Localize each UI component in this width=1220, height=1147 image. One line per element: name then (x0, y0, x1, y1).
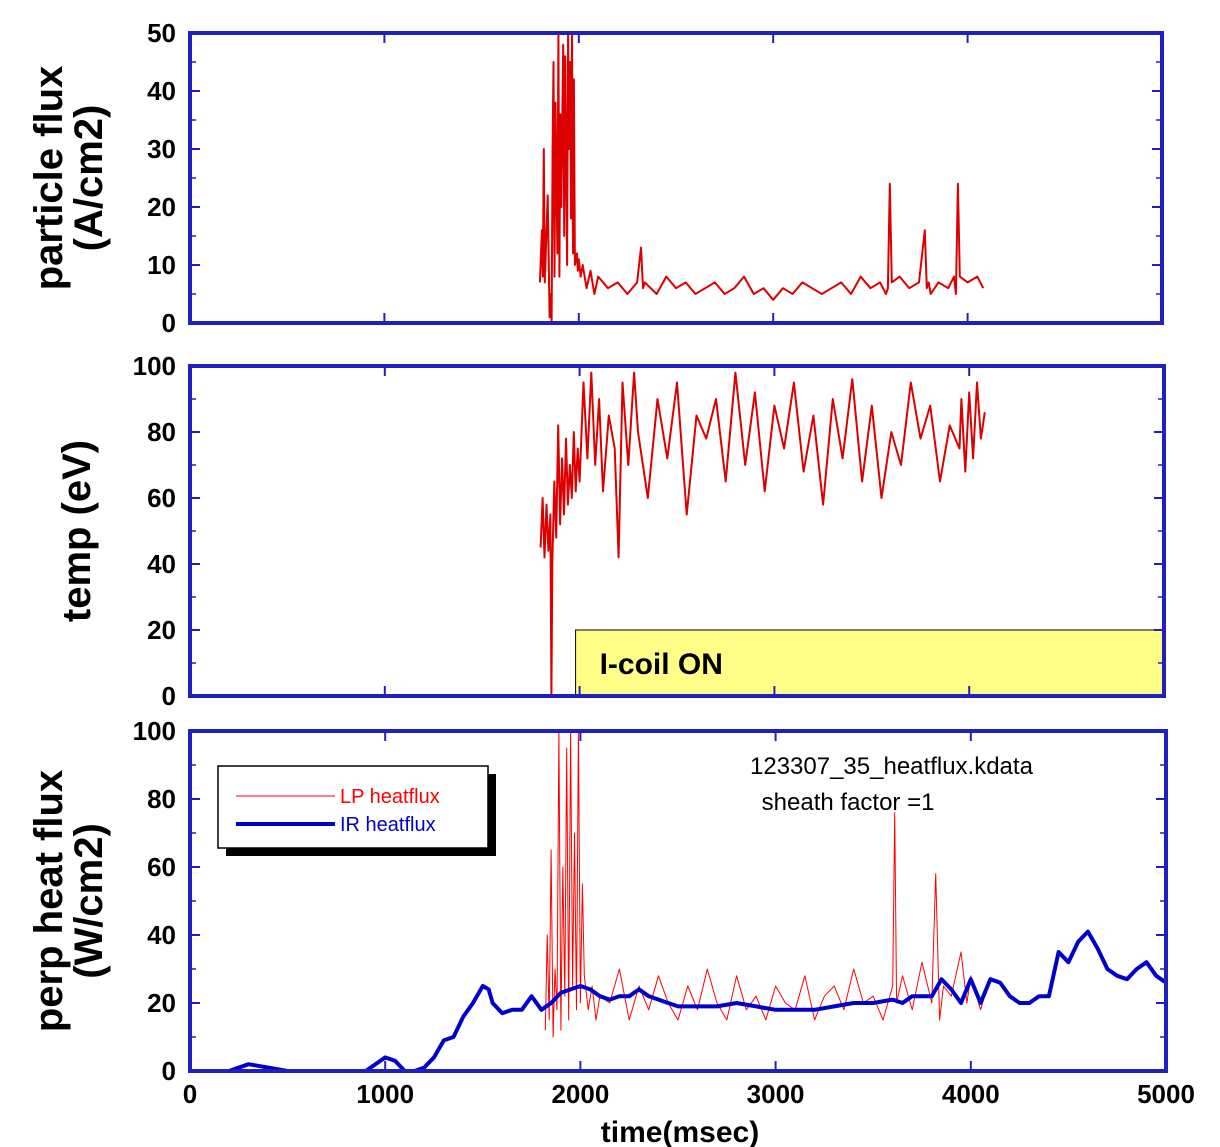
y-tick-label: 20 (147, 615, 176, 645)
particle-flux-y-axis-label: particle flux(A/cm2) (27, 66, 111, 291)
series-line-0-0 (538, 32, 985, 324)
legend: LP heatflux IR heatflux (217, 765, 496, 856)
series-line-1-0 (539, 371, 986, 697)
y-axis-label-line: (A/cm2) (67, 105, 111, 252)
y-tick-label: 40 (147, 549, 176, 579)
series-line-2-0 (544, 730, 987, 1038)
panel-temp: I-coil ON 0 20 40 60 80 100 temp (eV) (55, 351, 1166, 711)
particle-flux-series-layer (538, 32, 985, 324)
y-tick-label: 80 (147, 417, 176, 447)
annotation-filename: 123307_35_heatflux.kdata (750, 753, 1034, 780)
x-tick-label: 1000 (356, 1079, 414, 1109)
legend-box (217, 765, 489, 849)
y-tick-label: 20 (147, 988, 176, 1018)
series-line-2-1 (209, 929, 1168, 1073)
y-tick-label: 60 (147, 852, 176, 882)
x-tick-label: 3000 (747, 1079, 805, 1109)
x-tick-label: 0 (183, 1079, 197, 1109)
temp-y-axis-label: temp (eV) (55, 440, 99, 622)
x-tick-label: 5000 (1137, 1079, 1195, 1109)
y-tick-label: 0 (162, 308, 176, 338)
y-tick-label: 10 (147, 250, 176, 280)
legend-label-lp-heatflux: LP heatflux (340, 786, 440, 808)
y-tick-label: 100 (133, 351, 176, 381)
heat-flux-y-axis-label: perp heat flux(W/cm2) (27, 770, 111, 1032)
y-tick-label: 20 (147, 192, 176, 222)
y-tick-label: 0 (162, 1056, 176, 1086)
y-axis-label-line: particle flux (27, 66, 71, 291)
y-tick-label: 40 (147, 920, 176, 950)
x-axis-label: time(msec) (601, 1116, 759, 1147)
i-coil-on-label: I-coil ON (600, 648, 723, 681)
temp-ticks: 0 20 40 60 80 100 (133, 351, 1165, 711)
y-tick-label: 30 (147, 134, 176, 164)
particle-flux-plot-frame (188, 31, 1164, 325)
y-axis-label-line: (W/cm2) (67, 823, 111, 979)
x-tick-label: 4000 (942, 1079, 1000, 1109)
y-axis-label-line: temp (eV) (55, 440, 99, 622)
legend-label-ir-heatflux: IR heatflux (340, 814, 436, 836)
i-coil-on-box (575, 629, 1165, 697)
annotation-sheath-factor: sheath factor =1 (755, 789, 934, 816)
y-tick-label: 80 (147, 784, 176, 814)
y-tick-label: 40 (147, 76, 176, 106)
y-tick-label: 100 (133, 716, 176, 746)
y-tick-label: 60 (147, 483, 176, 513)
heat-flux-series-layer (209, 730, 1168, 1073)
particle-flux-ticks: 0 10 20 30 40 50 (147, 18, 1163, 338)
y-tick-label: 0 (162, 681, 176, 711)
y-tick-label: 50 (147, 18, 176, 48)
x-tick-label: 2000 (551, 1079, 609, 1109)
temp-series-layer (539, 371, 986, 697)
panel-particle-flux: 0 10 20 30 40 50 particle flux(A/cm2) (27, 18, 1164, 338)
y-axis-label-line: perp heat flux (27, 770, 71, 1032)
